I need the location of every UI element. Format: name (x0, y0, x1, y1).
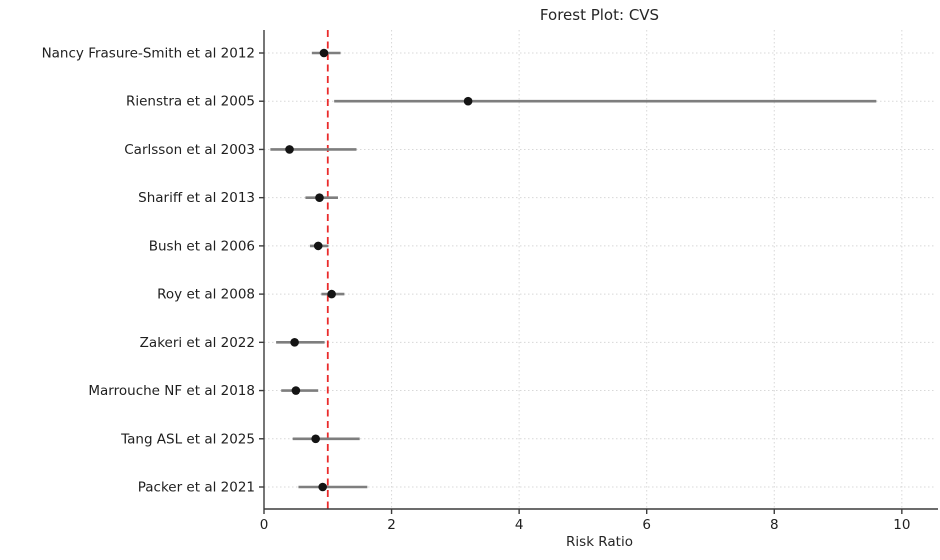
point-marker (318, 482, 327, 492)
study-label: Marrouche NF et al 2018 (88, 383, 255, 399)
point-marker (327, 289, 336, 299)
study-label: Bush et al 2006 (149, 238, 255, 254)
study-label: Shariff et al 2013 (138, 190, 255, 206)
chart-title: Forest Plot: CVS (539, 6, 660, 24)
x-tick-label: 4 (515, 517, 524, 533)
x-tick-label: 2 (387, 517, 396, 533)
x-tick-label: 10 (893, 517, 910, 533)
study-label: Nancy Frasure-Smith et al 2012 (42, 46, 255, 62)
x-axis-title: Risk Ratio (566, 534, 633, 550)
study-label: Rienstra et al 2005 (126, 94, 255, 110)
study-label: Zakeri et al 2022 (140, 335, 255, 351)
point-marker (285, 145, 294, 154)
point-marker (463, 96, 473, 106)
study-label: Carlsson et al 2003 (124, 142, 255, 158)
x-tick-label: 6 (642, 517, 651, 533)
point-marker (313, 241, 323, 251)
study-label: Roy et al 2008 (157, 287, 255, 303)
x-tick-label: 0 (260, 517, 269, 533)
point-marker (291, 386, 301, 395)
point-marker (315, 193, 324, 202)
study-label: Tang ASL et al 2025 (120, 431, 255, 447)
x-tick-label: 8 (770, 517, 779, 533)
study-label: Packer et al 2021 (138, 480, 255, 496)
point-marker (311, 434, 320, 444)
point-marker (319, 48, 329, 58)
point-marker (290, 338, 299, 347)
